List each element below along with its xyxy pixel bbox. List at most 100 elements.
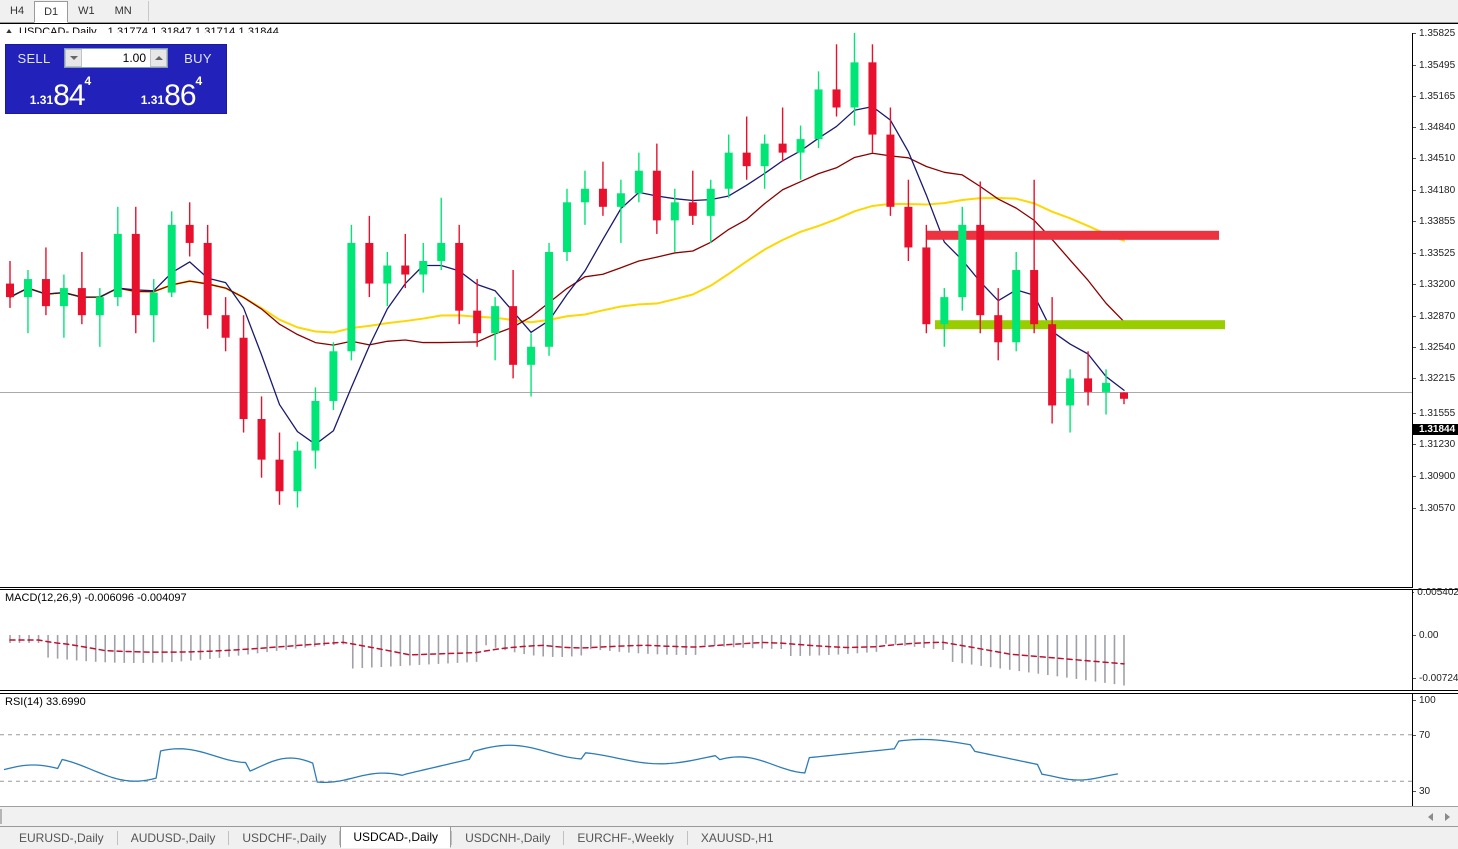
sell-price-fraction: 4 bbox=[84, 74, 92, 88]
buy-button[interactable]: 1.31 86 4 bbox=[117, 71, 226, 113]
price-scale-axis[interactable]: 1.35825 1.35495 1.35165 1.34840 1.34510 1.341… bbox=[1412, 28, 1458, 588]
symbol-tab-bar: EURUSD-,Daily AUDUSD-,Daily USDCHF-,Daily U… bbox=[0, 826, 1458, 849]
symbol-tab-eurusddaily[interactable]: EURUSD-,Daily bbox=[6, 828, 117, 849]
price-tick: 1.32215 bbox=[1413, 373, 1458, 384]
scroll-left-button[interactable] bbox=[1424, 811, 1436, 823]
macd-plot bbox=[0, 590, 1412, 690]
buy-price-main: 86 bbox=[164, 79, 196, 112]
macd-tick: 0.00 bbox=[1413, 630, 1458, 641]
price-tick-label: 1.32870 bbox=[1419, 310, 1456, 322]
macd-pane[interactable]: MACD(12,26,9) -0.006096 -0.004097 bbox=[0, 589, 1412, 691]
price-tick-label: 1.34510 bbox=[1419, 153, 1456, 164]
sell-label[interactable]: SELL bbox=[17, 50, 51, 66]
price-tick-label: 1.34840 bbox=[1419, 122, 1456, 133]
tick-dash bbox=[1413, 189, 1416, 191]
tab-separator bbox=[451, 831, 453, 845]
tick-dash bbox=[1413, 592, 1415, 593]
buy-price-fraction: 4 bbox=[195, 74, 203, 88]
symbol-tab-xauusdh1[interactable]: XAUUSD-,H1 bbox=[688, 828, 787, 849]
price-tick-label: 1.33200 bbox=[1419, 279, 1456, 290]
chevron-up-icon bbox=[154, 56, 163, 60]
price-tick-label: 1.32215 bbox=[1419, 373, 1456, 384]
tick-dash bbox=[1413, 735, 1416, 736]
rsi-tick: 30 bbox=[1413, 786, 1458, 797]
symbol-tab-label: USDCHF-,Daily bbox=[242, 830, 327, 845]
rsi-tick-label: 100 bbox=[1419, 695, 1436, 706]
scrollbar-thumb[interactable] bbox=[0, 809, 2, 824]
rsi-indicator-label: RSI(14) 33.6990 bbox=[5, 696, 86, 708]
tick-dash bbox=[1413, 158, 1416, 159]
buy-label[interactable]: BUY bbox=[184, 50, 212, 66]
tick-dash bbox=[1413, 347, 1416, 348]
collapse-arrow-icon[interactable] bbox=[5, 29, 13, 35]
tick-dash bbox=[1413, 444, 1416, 445]
timeframe-toolbar: H4 D1 W1 MN bbox=[0, 0, 1458, 23]
toolbar-divider bbox=[147, 1, 149, 21]
tab-separator bbox=[686, 831, 688, 845]
timeframe-w1[interactable]: W1 bbox=[68, 0, 105, 22]
current-price-label: 1.31844 bbox=[1419, 424, 1456, 435]
volume-input[interactable]: 1.00 bbox=[122, 51, 146, 65]
price-chart-svg bbox=[0, 33, 1412, 508]
price-tick: 1.35825 bbox=[1413, 28, 1458, 39]
scroll-right-button[interactable] bbox=[1441, 811, 1453, 823]
chevron-down-icon bbox=[69, 56, 78, 60]
timeframe-h4-label: H4 bbox=[10, 5, 25, 17]
octp-price-row: 1.31 84 4 1.31 86 4 bbox=[6, 71, 226, 113]
current-price-tick: 1.31844 bbox=[1413, 424, 1458, 435]
macd-tick: -0.00724 bbox=[1413, 673, 1458, 684]
rsi-plot bbox=[0, 694, 1412, 821]
rsi-scale-axis: 10070300 bbox=[1412, 693, 1458, 822]
tick-dash bbox=[1413, 429, 1416, 430]
price-tick: 1.33200 bbox=[1413, 279, 1458, 290]
price-tick: 1.32870 bbox=[1413, 311, 1458, 322]
price-tick: 1.31230 bbox=[1413, 439, 1458, 450]
tick-dash bbox=[1413, 635, 1416, 636]
rsi-tick: 70 bbox=[1413, 730, 1458, 741]
tick-dash bbox=[1413, 378, 1416, 379]
symbol-tab-audusddaily[interactable]: AUDUSD-,Daily bbox=[118, 828, 229, 849]
symbol-tab-label: EURUSD-,Daily bbox=[19, 830, 104, 845]
macd-indicator-label: MACD(12,26,9) -0.006096 -0.004097 bbox=[5, 592, 187, 604]
price-tick-label: 1.31555 bbox=[1419, 407, 1456, 419]
timeframe-d1[interactable]: D1 bbox=[34, 1, 69, 23]
chart-area: USDCAD-,Daily 1.31774 1.31847 1.31714 1.… bbox=[0, 23, 1458, 849]
symbol-tab-eurchfweekly[interactable]: EURCHF-,Weekly bbox=[564, 828, 686, 849]
price-tick: 1.30900 bbox=[1413, 471, 1458, 482]
tick-dash bbox=[1413, 315, 1416, 317]
price-tick: 1.33855 bbox=[1413, 216, 1458, 227]
volume-stepper[interactable]: 1.00 bbox=[64, 48, 168, 68]
tab-separator bbox=[339, 831, 341, 845]
macd-scale-axis: 0.005402 0.00 -0.00724 bbox=[1412, 587, 1458, 691]
price-plot bbox=[0, 33, 1412, 587]
rsi-pane[interactable]: RSI(14) 33.6990 bbox=[0, 693, 1412, 822]
volume-decrease-button[interactable] bbox=[65, 49, 82, 67]
price-tick: 1.35495 bbox=[1413, 60, 1458, 71]
rsi-tick-label: 30 bbox=[1419, 786, 1431, 797]
horizontal-scrollbar[interactable] bbox=[0, 806, 1458, 826]
price-tick: 1.35165 bbox=[1413, 91, 1458, 102]
tick-dash bbox=[1413, 476, 1416, 477]
sell-button[interactable]: 1.31 84 4 bbox=[6, 71, 117, 113]
price-pane[interactable] bbox=[0, 33, 1412, 588]
volume-increase-button[interactable] bbox=[150, 49, 167, 67]
price-tick-label: 1.34180 bbox=[1419, 184, 1456, 196]
price-tick-label: 1.30570 bbox=[1419, 502, 1456, 514]
symbol-tab-usdcaddaily[interactable]: USDCAD-,Daily bbox=[340, 826, 452, 848]
sell-price-main: 84 bbox=[53, 79, 85, 112]
tick-dash bbox=[1413, 507, 1416, 509]
price-tick: 1.34510 bbox=[1413, 153, 1458, 164]
timeframe-h4[interactable]: H4 bbox=[0, 0, 34, 22]
timeframe-d1-label: D1 bbox=[44, 5, 59, 18]
symbol-tab-usdcnhdaily[interactable]: USDCNH-,Daily bbox=[452, 828, 563, 849]
scrollbar-track[interactable] bbox=[0, 806, 1458, 826]
tick-dash bbox=[1413, 412, 1416, 414]
octp-top-row: SELL 1.00 BUY bbox=[6, 45, 226, 71]
price-tick-label: 1.35825 bbox=[1419, 28, 1456, 39]
timeframe-mn[interactable]: MN bbox=[105, 0, 142, 22]
rsi-chart-svg bbox=[0, 734, 1412, 783]
price-tick-label: 1.33525 bbox=[1419, 247, 1456, 259]
price-tick: 1.32540 bbox=[1413, 342, 1458, 353]
symbol-tab-usdchfdaily[interactable]: USDCHF-,Daily bbox=[229, 828, 339, 849]
